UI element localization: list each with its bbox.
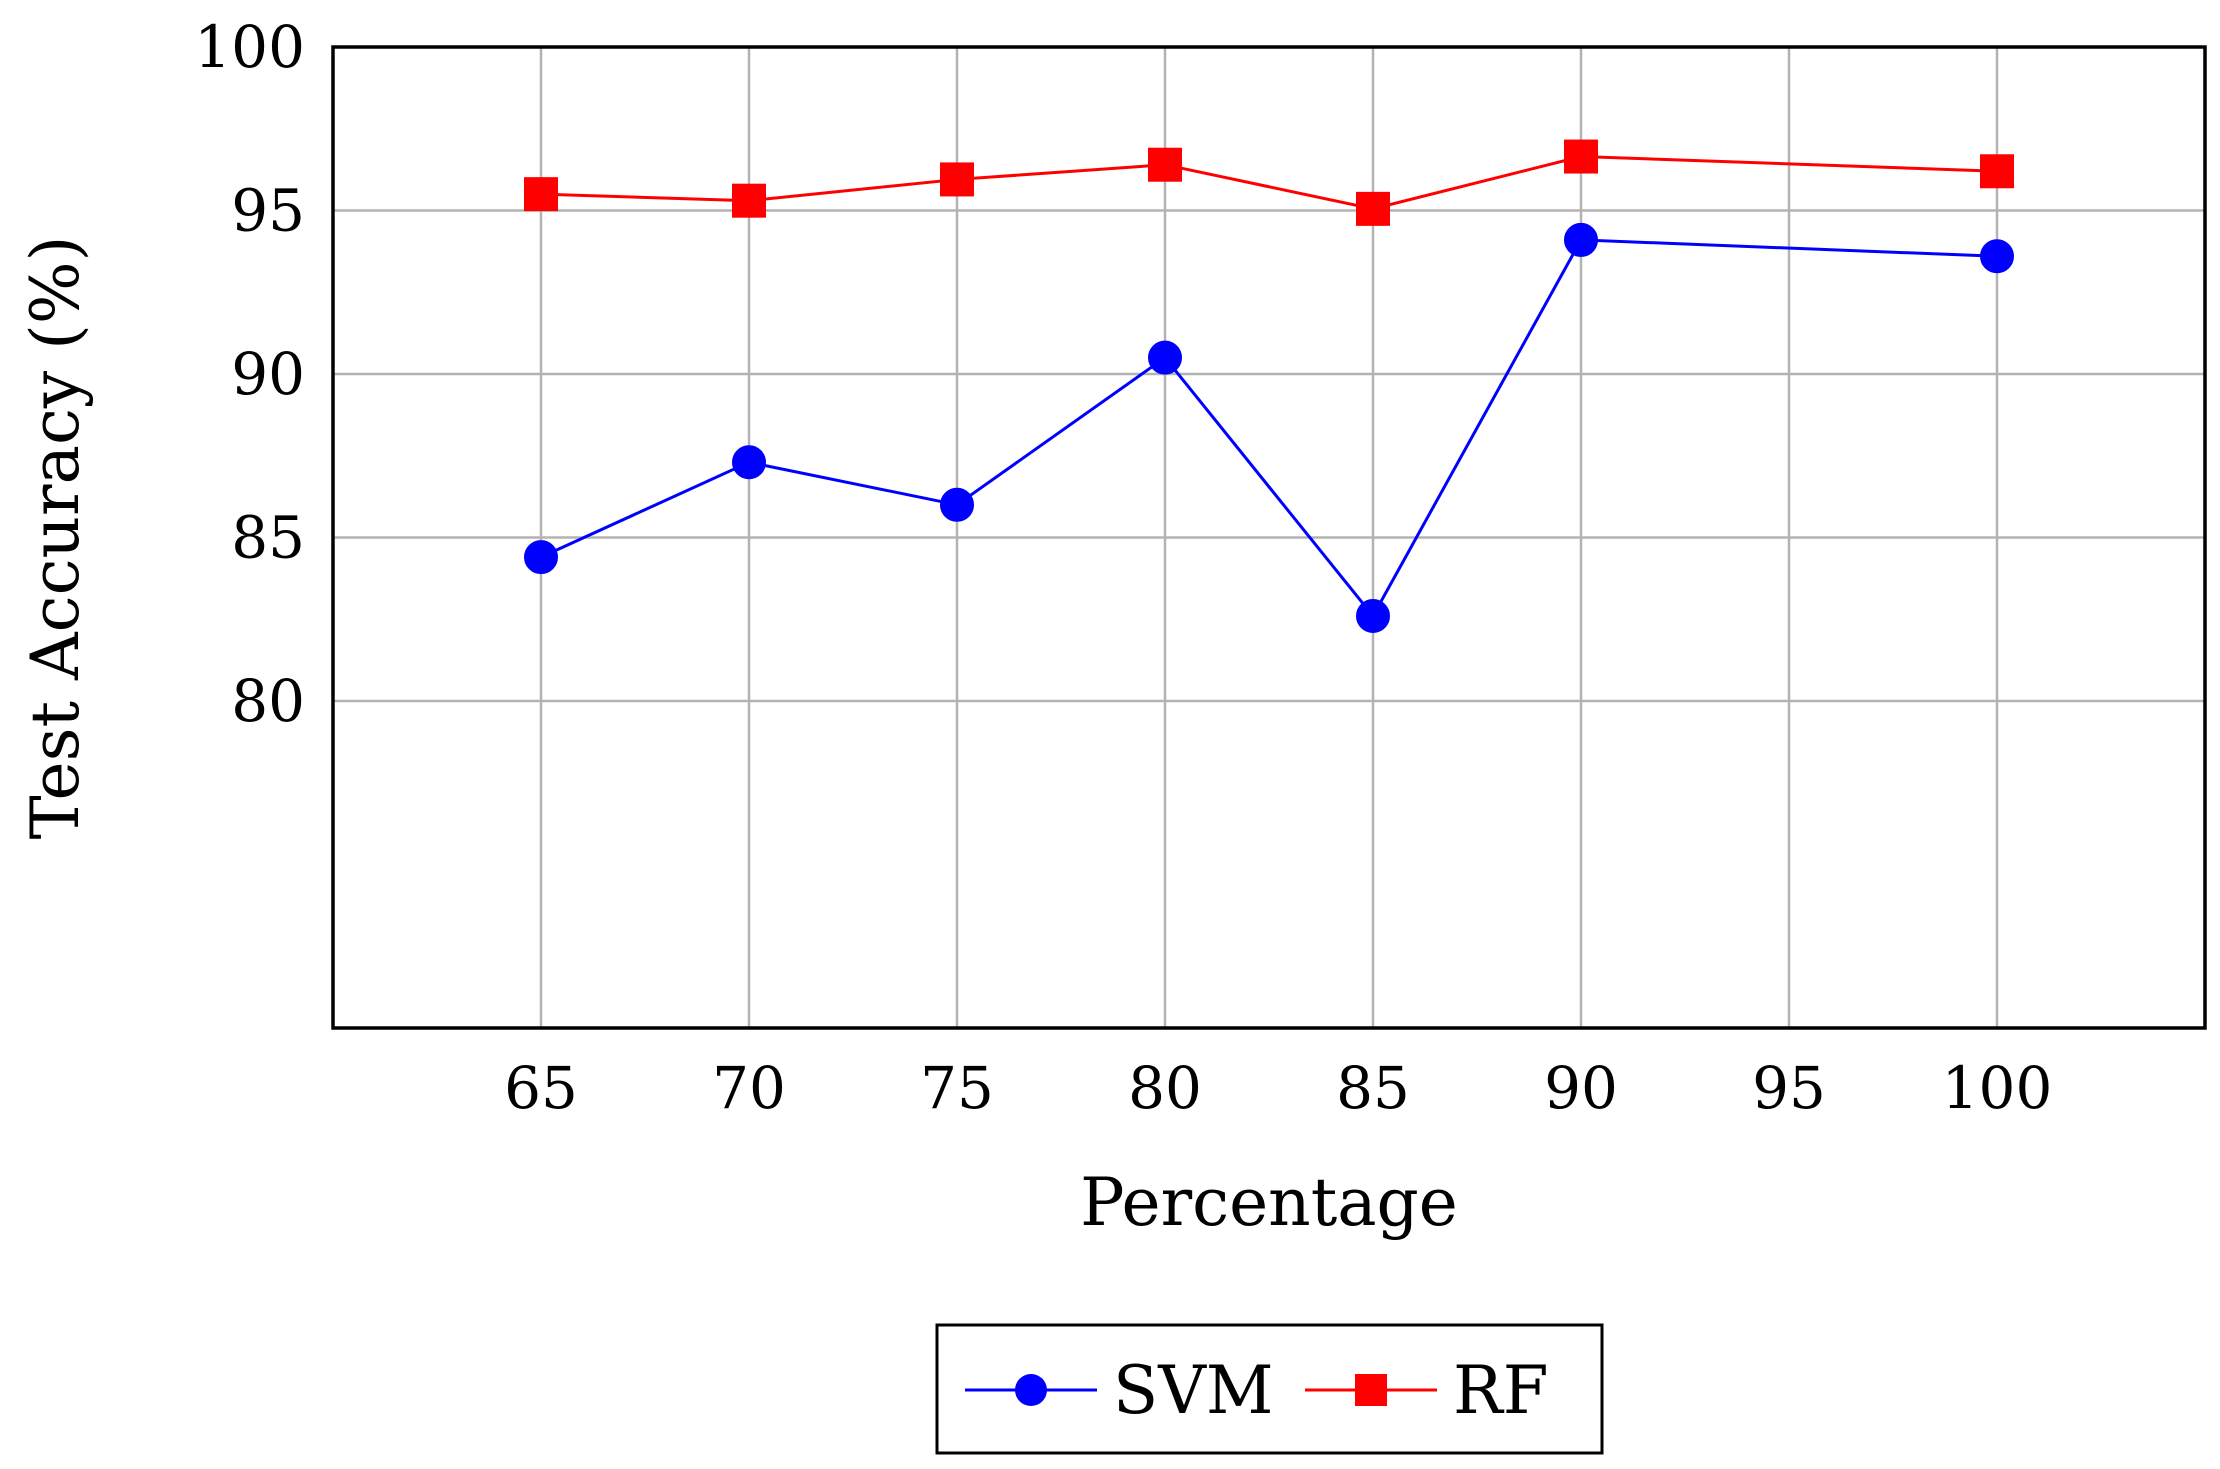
x-tick-label-75: 75 — [920, 1054, 994, 1122]
data-point-svm-85 — [1356, 598, 1390, 633]
data-point-svm-90 — [1564, 222, 1598, 257]
data-point-rf-75 — [940, 162, 974, 197]
data-point-rf-65 — [524, 177, 558, 212]
x-tick-label-95: 95 — [1752, 1054, 1826, 1122]
legend-label-svm: SVM — [1113, 1352, 1273, 1429]
data-point-svm-75 — [940, 487, 974, 522]
data-point-svm-70 — [732, 445, 766, 480]
series-line-svm — [540, 238, 1998, 619]
legend-label-rf: RF — [1453, 1352, 1549, 1429]
x-axis-title: Percentage — [1080, 1164, 1458, 1241]
x-tick-label-90: 90 — [1544, 1054, 1618, 1122]
y-axis-title: Test Accuracy (%) — [17, 236, 94, 840]
y-tick-label-95: 95 — [231, 177, 305, 245]
tick-labels: 65 70 75 80 85 90 95 100 80 85 90 95 100 — [194, 13, 2052, 1122]
y-tick-label-85: 85 — [231, 504, 305, 572]
legend-marker-rf — [1355, 1374, 1387, 1406]
data-point-rf-80 — [1148, 147, 1182, 182]
x-tick-label-80: 80 — [1128, 1054, 1202, 1122]
x-tick-label-85: 85 — [1336, 1054, 1410, 1122]
data-point-rf-70 — [732, 183, 766, 218]
y-tick-label-100: 100 — [194, 13, 305, 81]
x-tick-label-100: 100 — [1942, 1054, 2053, 1122]
grid — [333, 45, 2205, 1028]
data-point-rf-85 — [1356, 191, 1390, 226]
legend-items: SVM RF — [965, 1352, 1549, 1429]
legend: SVM RF — [935, 1323, 1604, 1455]
plot-frame — [331, 45, 2207, 1030]
y-tick-label-80: 80 — [231, 667, 305, 735]
data-point-rf-90 — [1564, 139, 1598, 174]
legend-item-rf: RF — [1305, 1352, 1549, 1429]
x-tick-label-65: 65 — [504, 1054, 578, 1122]
x-tick-label-70: 70 — [712, 1054, 786, 1122]
legend-item-svm: SVM — [965, 1352, 1273, 1429]
legend-marker-svm — [1015, 1374, 1047, 1406]
data-point-rf-100 — [1980, 154, 2014, 189]
series-layer — [524, 139, 2014, 633]
y-tick-label-90: 90 — [231, 340, 305, 408]
data-point-svm-65 — [524, 540, 558, 575]
data-point-svm-80 — [1148, 340, 1182, 375]
data-point-svm-100 — [1980, 239, 2014, 274]
